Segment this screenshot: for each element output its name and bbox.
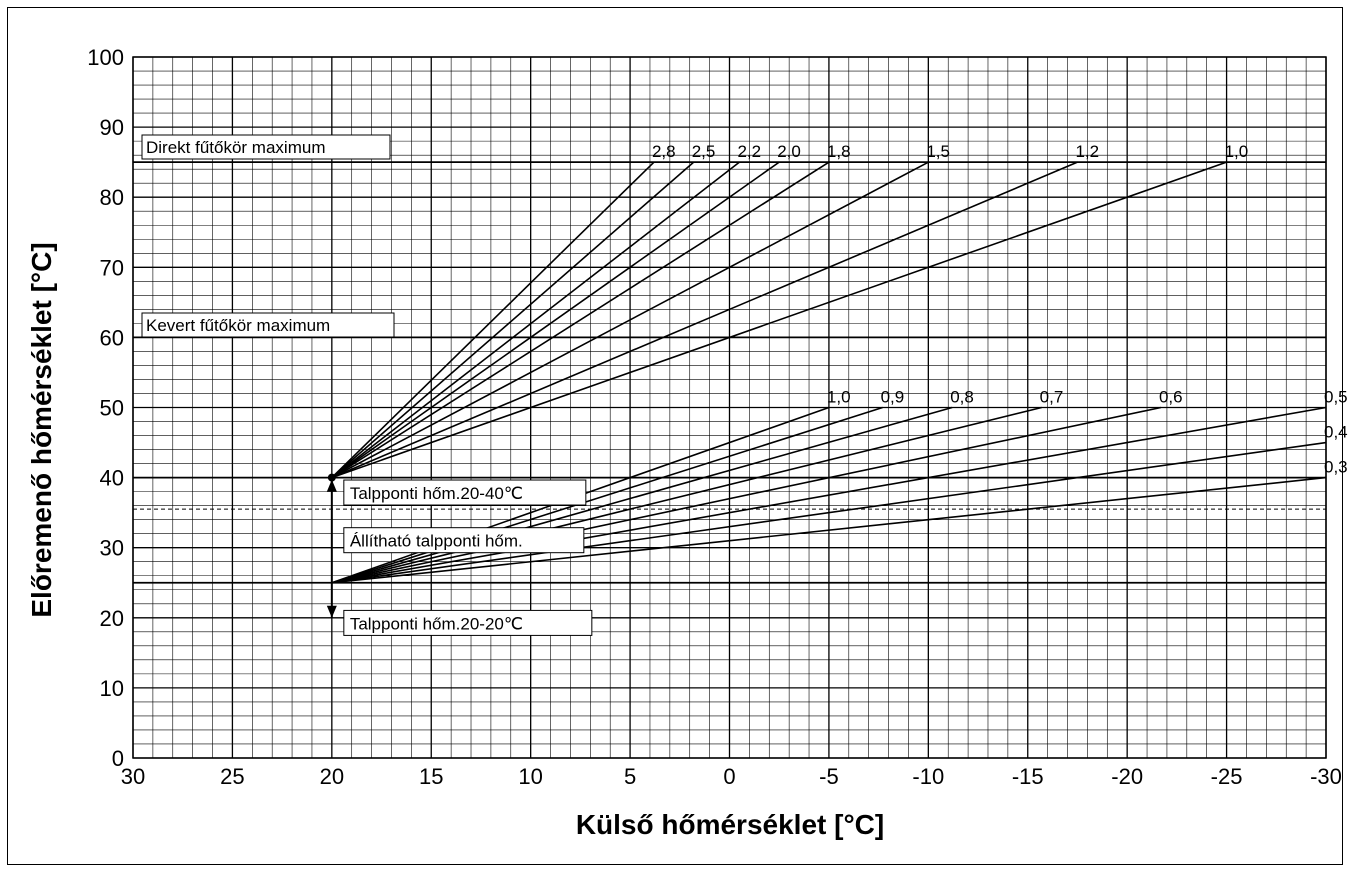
low-curve [331, 406, 1327, 584]
low-curve [331, 441, 1327, 584]
x-axis-title: Külső hőmérséklet [°C] [576, 809, 884, 840]
x-tick-label: 25 [220, 764, 244, 789]
high-curve-label: 2,5 [692, 142, 716, 161]
high-curve [331, 161, 780, 479]
series-lines [331, 161, 1327, 584]
adjust-label: Talpponti hőm.20-20℃ [350, 614, 523, 633]
x-tick-label: 15 [419, 764, 443, 789]
reference-label-box [141, 134, 391, 160]
low-curve-label: 0,8 [950, 388, 974, 407]
low-curve [331, 476, 1327, 584]
high-curve-label: 1,0 [1225, 142, 1249, 161]
reference-label: Kevert fűtőkör maximum [146, 316, 330, 335]
y-tick-label: 80 [100, 185, 124, 210]
high-curve [331, 161, 1227, 479]
x-tick-label: 0 [723, 764, 735, 789]
high-curve [331, 161, 740, 479]
y-tick-label: 70 [100, 255, 124, 280]
y-tick-label: 10 [100, 676, 124, 701]
high-curve-label: 1,8 [827, 142, 851, 161]
low-curve-label: 1,0 [827, 388, 851, 407]
low-curve [331, 406, 1042, 584]
x-tick-label: -10 [912, 764, 944, 789]
curve-labels: 2,8 2,5 2,2 2,0 1,8 1,5 1,2 1,0 1,0 0,9 0,8 0,7 0,6 0… [652, 142, 1348, 476]
reference-label: Direkt fűtőkör maximum [146, 138, 325, 157]
y-tick-label: 100 [87, 45, 124, 70]
x-tick-label: -15 [1012, 764, 1044, 789]
x-tick-label: 10 [518, 764, 542, 789]
arrow-up-icon [326, 479, 337, 492]
y-tick-label: 20 [100, 606, 124, 631]
low-curve-label: 0,5 [1324, 388, 1348, 407]
x-tick-label: 5 [624, 764, 636, 789]
low-curve-label: 0,4 [1324, 423, 1348, 442]
low-curve-label: 0,7 [1040, 388, 1064, 407]
y-tick-label: 0 [112, 746, 124, 771]
high-curve [331, 161, 830, 479]
low-curve-label: 0,9 [881, 388, 905, 407]
x-tick-label: -25 [1211, 764, 1243, 789]
y-tick-label: 30 [100, 536, 124, 561]
low-curve-label: 0,3 [1324, 458, 1348, 477]
y-axis-title: Előremenő hőmérséklet [°C] [26, 242, 57, 617]
reference-label-box [141, 312, 395, 338]
low-curve-label: 0,6 [1159, 388, 1183, 407]
high-curve [331, 161, 1078, 479]
adjust-top-point [327, 473, 336, 482]
high-curve-label: 1,5 [926, 142, 950, 161]
adjust-label: Talpponti hőm.20-40℃ [350, 484, 523, 503]
arrow-down-icon [326, 605, 337, 618]
high-curve-label: 2,8 [652, 142, 676, 161]
y-tick-label: 90 [100, 115, 124, 140]
high-curve-label: 2,0 [777, 142, 801, 161]
adjust-label-box [343, 527, 585, 554]
y-tick-label: 50 [100, 396, 124, 421]
y-tick-label: 40 [100, 466, 124, 491]
low-curve [331, 406, 883, 584]
x-tick-label: -5 [819, 764, 839, 789]
adjust-label: Állítható talpponti hőm. [350, 532, 523, 551]
x-tick-label: 20 [320, 764, 344, 789]
high-curve-label: 1,2 [1075, 142, 1099, 161]
low-curve [331, 406, 1162, 584]
x-tick-label: -30 [1310, 764, 1342, 789]
x-tick-label: -20 [1111, 764, 1143, 789]
high-curve [331, 161, 695, 479]
low-curve [331, 406, 953, 584]
adjust-label-box [343, 479, 587, 506]
high-curve [331, 161, 655, 479]
adjustment-marker: Talpponti hőm.20-40℃ Állítható talpponti … [326, 473, 593, 636]
high-curve [331, 161, 929, 479]
x-tick-label: 30 [121, 764, 145, 789]
high-curve-label: 2,2 [737, 142, 761, 161]
y-tick-label: 60 [100, 325, 124, 350]
adjust-label-box [343, 609, 593, 636]
tick-labels: 30 25 20 15 10 5 0 -5 -10 -15 -20 -25 -3010090807060… [87, 45, 1342, 789]
